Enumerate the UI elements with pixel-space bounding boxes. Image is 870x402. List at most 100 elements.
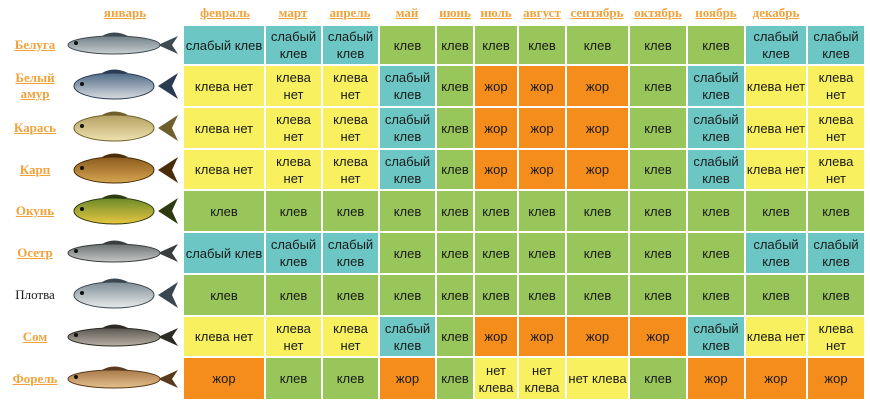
fish-name-0[interactable]: Белуга [14, 37, 56, 52]
bite-cell: клев [629, 25, 687, 65]
bite-cell: клев [474, 25, 518, 65]
month-header-4[interactable]: май [395, 5, 419, 20]
bite-cell: клев [687, 190, 745, 232]
roach-fish-icon [62, 277, 180, 313]
bite-cell: нет клева [518, 357, 566, 400]
month-header-8[interactable]: сентябрь [570, 5, 624, 20]
bite-cell: клев [322, 357, 379, 400]
bite-cell: жор [687, 357, 745, 400]
bite-cell: клева нет [807, 316, 865, 357]
bite-cell: слабый клев [807, 232, 865, 274]
bite-cell: клев [265, 190, 322, 232]
bite-cell: клев [379, 232, 436, 274]
bite-cell: клев [518, 232, 566, 274]
bite-cell: слабый клев [379, 316, 436, 357]
bite-cell: клев [518, 274, 566, 316]
bite-cell: клев [436, 25, 474, 65]
bite-cell: жор [566, 149, 629, 190]
bite-cell: жор [566, 65, 629, 107]
bite-cell: клева нет [265, 107, 322, 149]
fish-name-8[interactable]: Форель [12, 370, 58, 386]
bite-cell: клев [807, 274, 865, 316]
sturgeon-fish-icon [62, 235, 180, 271]
month-header-0[interactable]: январь [103, 5, 147, 20]
bite-cell: жор [518, 107, 566, 149]
bite-cell: клев [436, 316, 474, 357]
bite-cell: клева нет [745, 316, 807, 357]
bite-cell: клев [183, 190, 265, 232]
bite-cell: клев [436, 357, 474, 400]
fish-name-2[interactable]: Карась [13, 120, 57, 135]
bite-cell: клев [474, 274, 518, 316]
bite-cell: клева нет [183, 65, 265, 107]
bite-cell: слабый клев [322, 25, 379, 65]
bite-cell: клева нет [183, 107, 265, 149]
bite-cell: клева нет [745, 65, 807, 107]
month-header-5[interactable]: июнь [439, 5, 471, 20]
bite-cell: клева нет [807, 107, 865, 149]
month-header-2[interactable]: март [278, 5, 308, 20]
bite-cell: клев [379, 190, 436, 232]
bite-cell: клев [322, 190, 379, 232]
bite-cell: клев [807, 190, 865, 232]
bite-cell: слабый клев [687, 316, 745, 357]
bite-cell: нет клева [566, 357, 629, 400]
fish-name-4[interactable]: Окунь [15, 203, 55, 218]
bite-cell: клев [379, 274, 436, 316]
bite-cell: клев [474, 232, 518, 274]
bite-cell: клев [629, 65, 687, 107]
bite-cell: слабый клев [687, 65, 745, 107]
bite-cell: жор [629, 316, 687, 357]
bite-cell: слабый клев [265, 232, 322, 274]
fish-name-1[interactable]: Белый амур [15, 70, 55, 101]
bite-cell: слабый клев [265, 25, 322, 65]
fish-name-3[interactable]: Карп [19, 161, 51, 177]
bite-cell: клев [629, 274, 687, 316]
month-header-6[interactable]: июль [480, 5, 512, 20]
month-header-9[interactable]: октябрь [634, 5, 682, 20]
bite-cell: жор [566, 107, 629, 149]
bite-cell: клев [518, 190, 566, 232]
bite-cell: клева нет [265, 316, 322, 357]
fish-name-7[interactable]: Сом [22, 328, 48, 344]
bite-cell: клев [436, 274, 474, 316]
fish-name-6: Плотва [15, 287, 55, 302]
month-header-10[interactable]: ноябрь [695, 5, 737, 20]
bite-cell: клев [566, 190, 629, 232]
bite-cell: клева нет [183, 149, 265, 190]
bite-cell: клев [474, 190, 518, 232]
beluga-fish-icon [62, 27, 180, 63]
bite-cell: клева нет [265, 149, 322, 190]
bite-cell: нет клева [474, 357, 518, 400]
grass-carp-fish-icon [62, 68, 180, 104]
bite-cell: слабый клев [379, 149, 436, 190]
bite-cell: жор [183, 357, 265, 400]
month-header-11[interactable]: декабрь [752, 5, 800, 20]
bite-cell: клев [265, 357, 322, 400]
bite-cell: слабый клев [687, 107, 745, 149]
bite-cell: слабый клев [687, 149, 745, 190]
bite-cell: клева нет [807, 65, 865, 107]
bite-cell: клев [745, 190, 807, 232]
month-header-7[interactable]: август [523, 5, 561, 20]
bite-cell: клев [687, 232, 745, 274]
bite-cell: клев [436, 149, 474, 190]
bite-cell: клев [265, 274, 322, 316]
bite-cell: клев [436, 107, 474, 149]
bite-cell: слабый клев [379, 65, 436, 107]
bite-cell: клева нет [322, 107, 379, 149]
bite-cell: жор [379, 357, 436, 400]
bite-cell: клев [629, 232, 687, 274]
month-header-3[interactable]: апрель [329, 5, 371, 20]
bite-cell: клева нет [183, 316, 265, 357]
bite-cell: клев [436, 190, 474, 232]
bite-cell: клева нет [265, 65, 322, 107]
month-header-1[interactable]: февраль [200, 5, 250, 20]
bite-cell: клев [687, 274, 745, 316]
perch-fish-icon [62, 193, 180, 229]
bite-cell: жор [474, 65, 518, 107]
catfish-fish-icon [62, 319, 180, 355]
bite-cell: клев [629, 107, 687, 149]
fish-name-5[interactable]: Осетр [17, 245, 53, 260]
bite-cell: клев [379, 25, 436, 65]
